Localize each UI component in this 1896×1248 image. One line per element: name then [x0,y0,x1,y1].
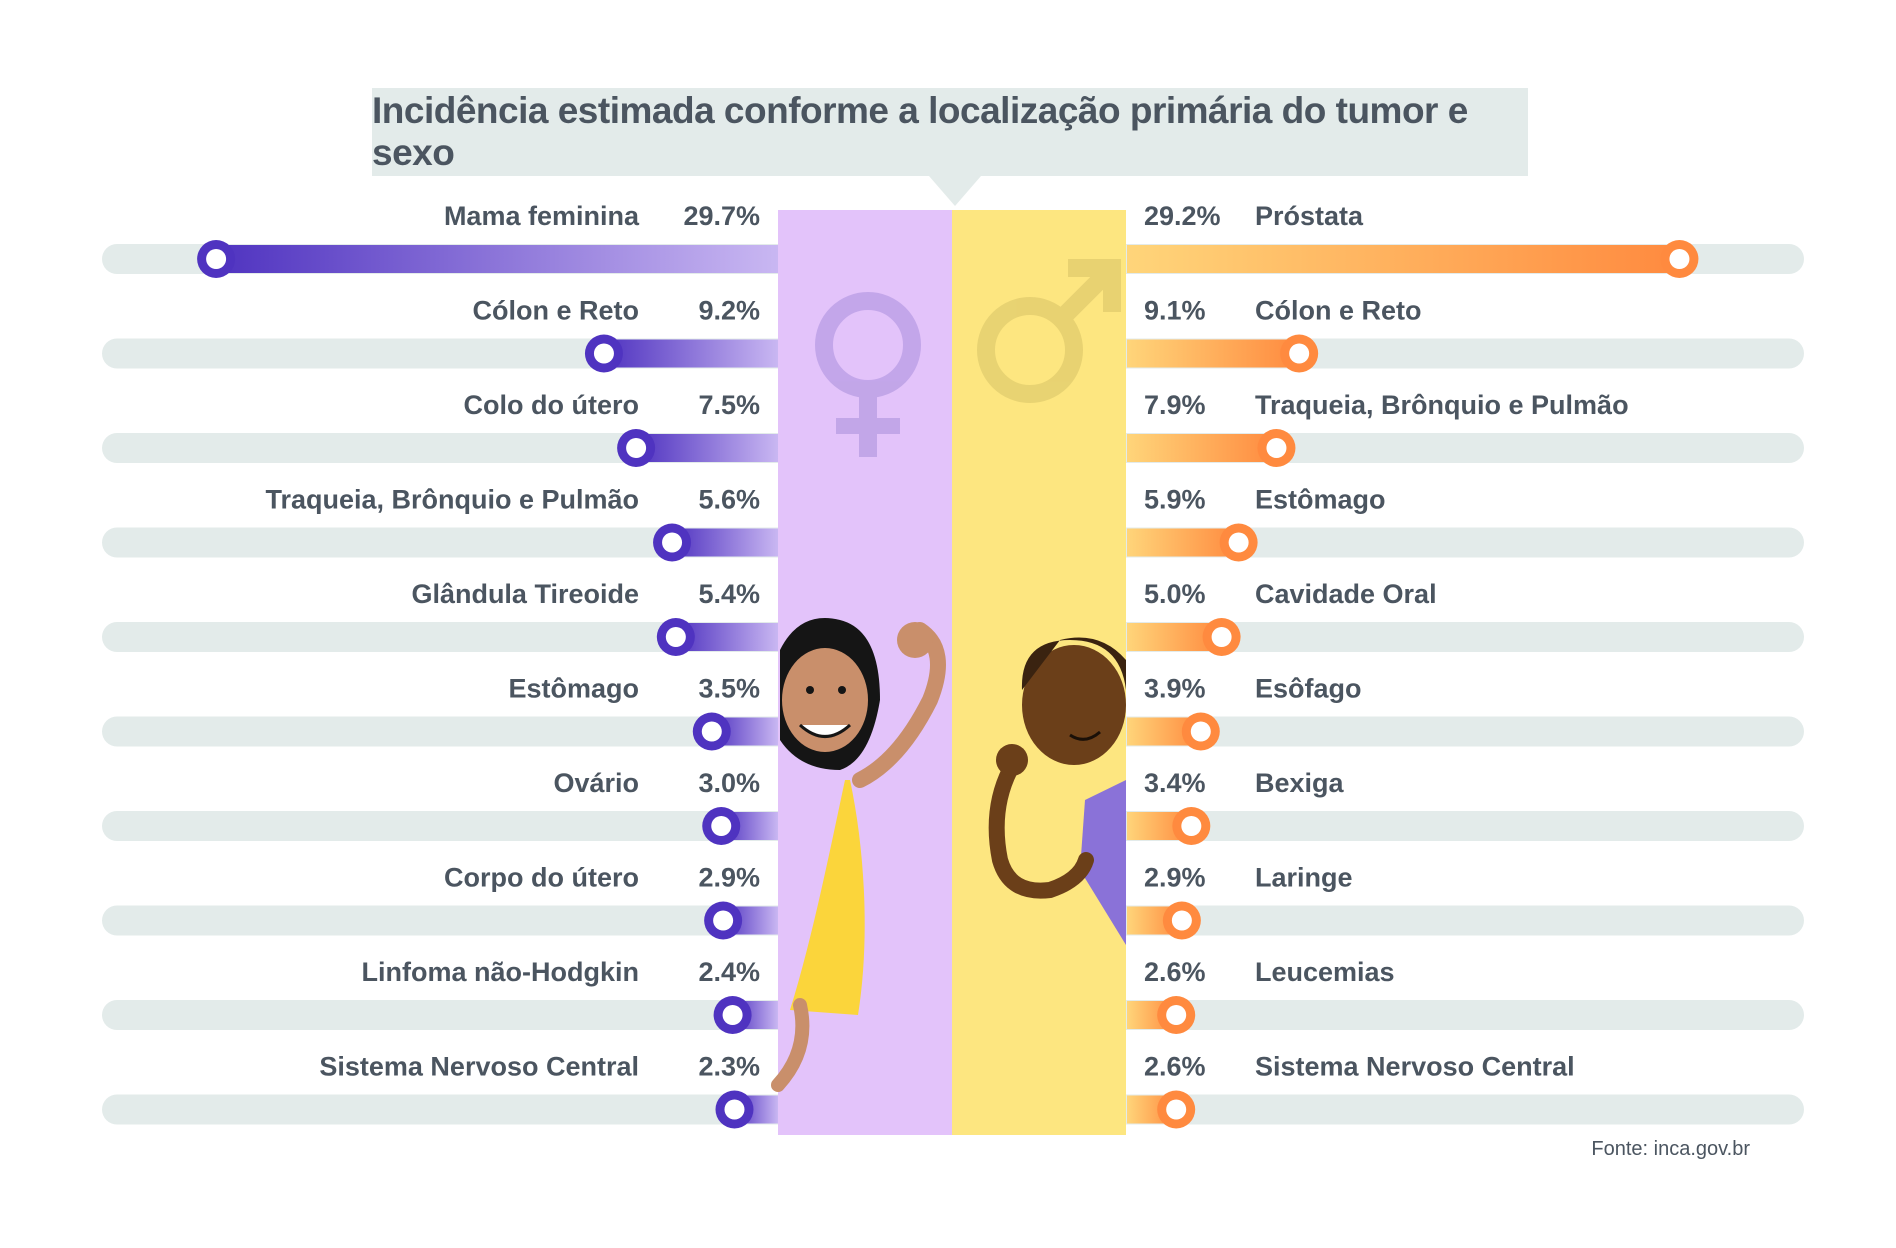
male-category-label: Cavidade Oral [1255,579,1437,609]
female-value-label: 5.4% [698,579,760,609]
male-bar [1127,434,1277,462]
male-value-label: 5.0% [1144,579,1206,609]
male-bar-endpoint-center [1166,1005,1187,1025]
male-category-label: Leucemias [1255,957,1395,987]
female-value-label: 2.4% [698,957,760,987]
female-value-label: 7.5% [698,390,760,420]
male-value-label: 2.6% [1144,1052,1206,1082]
male-value-label: 7.9% [1144,390,1206,420]
woman-leg [771,998,810,1092]
male-category-label: Traqueia, Brônquio e Pulmão [1255,390,1629,420]
woman-eye-right [838,686,846,694]
male-category-label: Próstata [1255,201,1364,231]
female-bar [216,245,779,273]
male-value-label: 3.4% [1144,768,1206,798]
female-bar-endpoint-center [593,343,614,364]
woman-dress [790,780,865,1015]
male-symbol-icon [977,259,1121,403]
male-bar-endpoint-center [1669,249,1690,269]
female-category-label: Mama feminina [444,201,640,231]
female-bar-endpoint-center [722,1005,743,1025]
man-hair [1021,637,1126,690]
female-bar [603,339,778,368]
source-note: Fonte: inca.gov.br [1591,1138,1750,1160]
female-bar-endpoint-center [724,1099,745,1120]
female-bar-endpoint-center [662,532,683,553]
female-category-label: Colo do útero [464,390,639,420]
title-callout: Incidência estimada conforme a localizaç… [372,88,1528,206]
woman-hand [897,622,933,658]
male-category-label: Cólon e Reto [1255,296,1422,326]
male-bar-endpoint-center [1166,1099,1187,1120]
male-category-label: Sistema Nervoso Central [1255,1052,1575,1082]
male-value-label: 5.9% [1144,485,1206,515]
woman-illustration [771,618,946,1092]
man-smile [1069,730,1101,741]
man-hand [996,744,1028,776]
male-bar-endpoint-center [1266,438,1287,458]
female-bar-endpoint-center [206,249,227,269]
man-arm [988,762,1094,899]
female-category-label: Estômago [508,674,639,704]
female-symbol-icon [815,292,921,457]
female-value-label: 5.6% [698,485,760,515]
female-value-label: 3.0% [698,768,760,798]
man-illustration [988,637,1126,945]
woman-arm [852,622,946,788]
female-value-label: 3.5% [698,674,760,704]
female-value-label: 2.9% [698,863,760,893]
man-head [1022,645,1126,765]
male-category-label: Laringe [1255,863,1353,893]
female-category-label: Linfoma não-Hodgkin [362,957,639,987]
woman-smile [798,723,852,738]
female-value-label: 2.3% [698,1052,760,1082]
male-bar [1127,245,1680,273]
male-value-label: 9.1% [1144,296,1206,326]
female-bar-endpoint-center [701,721,722,742]
male-value-label: 2.9% [1144,863,1206,893]
male-bar-endpoint-center [1190,721,1211,742]
male-value-label: 29.2% [1144,201,1221,231]
female-bar-endpoint-center [626,438,647,458]
chart-title: Incidência estimada conforme a localizaç… [372,90,1468,173]
female-value-label: 9.2% [698,296,760,326]
male-category-label: Esôfago [1255,674,1362,704]
female-category-label: Sistema Nervoso Central [319,1052,639,1082]
male-category-label: Bexiga [1255,768,1345,798]
male-bar-endpoint-center [1289,343,1310,364]
male-bar-endpoint-center [1171,910,1192,931]
female-category-label: Glândula Tireoide [411,579,639,609]
male-value-label: 2.6% [1144,957,1206,987]
female-bar-endpoint-center [713,910,734,931]
female-category-label: Corpo do útero [444,863,639,893]
female-category-label: Ovário [553,768,639,798]
female-bar-endpoint-center [665,627,686,647]
male-value-label: 3.9% [1144,674,1206,704]
male-category-label: Estômago [1255,485,1386,515]
woman-eye-left [806,686,814,694]
female-value-label: 29.7% [683,201,760,231]
male-bar-endpoint-center [1181,816,1202,836]
female-category-label: Cólon e Reto [473,296,640,326]
female-bar [636,434,778,462]
female-bar-endpoint-center [711,816,732,836]
man-shirt [1080,780,1126,945]
female-category-label: Traqueia, Brônquio e Pulmão [265,485,639,515]
male-bar-endpoint-center [1228,532,1249,553]
male-bar [1127,339,1300,368]
male-bar-endpoint-center [1211,627,1232,647]
